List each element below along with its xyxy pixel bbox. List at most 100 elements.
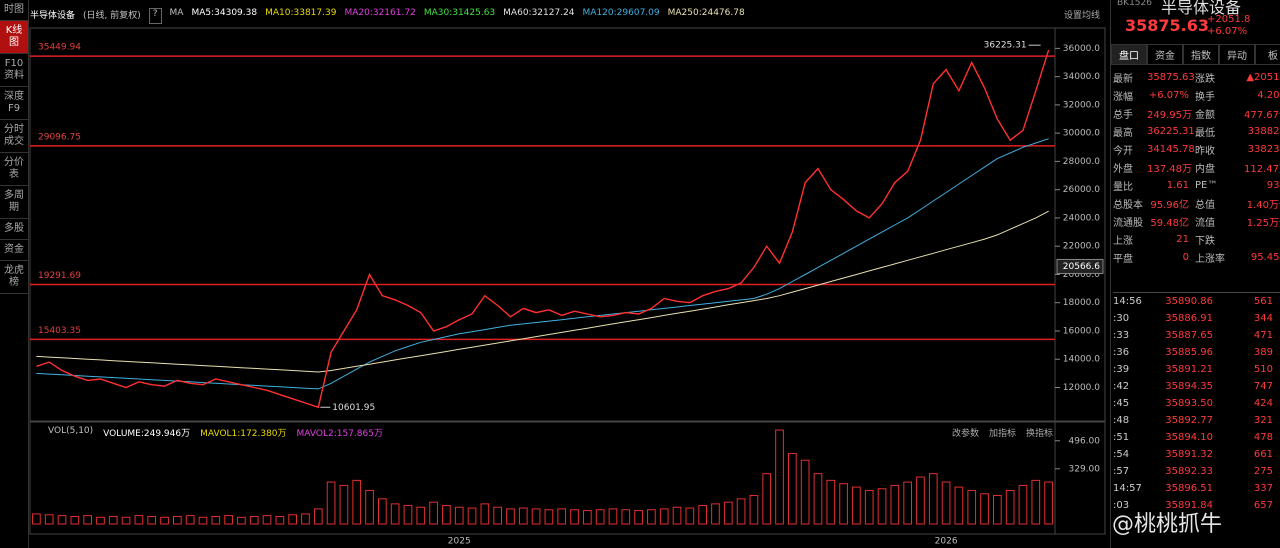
tick-cell: :03 <box>1113 500 1130 511</box>
tick-cell: 14:56 <box>1113 296 1142 307</box>
y-tick-label: 30000.0 <box>1063 129 1100 139</box>
side-tab[interactable]: 深度F9 <box>0 87 28 120</box>
y-tick-label: 18000.0 <box>1063 298 1100 308</box>
side-tab[interactable]: 多周期 <box>0 186 28 219</box>
quote-cell: 93.6 <box>1266 179 1280 191</box>
chart-header: 半导体设备 (日线, 前复权) ? MA MA5:34309.38 MA10:33… <box>30 8 1100 24</box>
quote-cell: 137.48万 <box>1147 163 1192 175</box>
tick-cell: 35890.86 <box>1165 296 1213 307</box>
tick-row: :42 35894.35 747 <box>1113 378 1280 395</box>
volume-bar <box>57 515 67 525</box>
quote-cell: 平盘 <box>1113 253 1133 265</box>
help[interactable]: ? <box>148 8 162 24</box>
quote-cell: 金额 <box>1195 109 1215 121</box>
quote-cell: 0 <box>1182 251 1189 263</box>
volume-bar <box>96 516 105 525</box>
volume-bar <box>608 508 618 525</box>
y-tick-label: 16000.0 <box>1063 326 1100 336</box>
volume-bar <box>544 509 554 525</box>
quote-tab[interactable]: 盘口 <box>1111 44 1147 65</box>
reference-label: 29096.75 <box>38 132 81 142</box>
x-tick-label: 2026 <box>935 537 958 547</box>
tick-cell: 275 <box>1253 466 1273 477</box>
quote-cell: 量比 <box>1113 181 1133 193</box>
tick-cell: 561 <box>1253 296 1273 307</box>
volume-bar <box>429 501 438 525</box>
tick-cell: :36 <box>1113 347 1130 358</box>
side-tab[interactable]: 分价表 <box>0 153 28 186</box>
quote-tab[interactable]: 资金 <box>1147 44 1183 65</box>
y-tick-label: 24000.0 <box>1063 213 1100 223</box>
quote-tab[interactable]: 异动 <box>1219 44 1255 65</box>
quote-cell: 34145.78 <box>1147 143 1195 155</box>
quote-row: 涨幅 +6.07% 换手 4.20% <box>1113 86 1280 104</box>
quote-cell: 流通股 <box>1113 217 1143 229</box>
side-tab[interactable]: 分时成交 <box>0 120 28 153</box>
volume-bar <box>583 510 592 525</box>
tick-cell: 344 <box>1253 313 1273 324</box>
volume-bar <box>864 489 874 525</box>
quote-cell: 1.40万亿 <box>1246 199 1280 211</box>
pct: +6.07% <box>1207 26 1248 37</box>
volume-bar <box>1005 489 1015 525</box>
volume-bar <box>121 516 131 525</box>
legend-entry: MA250:24476.78 <box>667 8 745 18</box>
code: BK1526 <box>1117 0 1152 8</box>
side-tab[interactable]: 资金 <box>0 240 28 261</box>
volume-bar <box>723 501 733 525</box>
price-line <box>36 49 1050 409</box>
side-tab[interactable]: 龙虎榜 <box>0 261 28 294</box>
volume-bar <box>916 476 925 525</box>
tick-cell: :54 <box>1113 449 1130 460</box>
tick-cell: :48 <box>1113 415 1130 426</box>
side-tab[interactable]: 时图 <box>0 0 28 21</box>
tick-cell: :42 <box>1113 381 1130 392</box>
y-tick-label: 22000.0 <box>1063 242 1100 252</box>
vol-button[interactable]: 加指标 <box>988 429 1016 439</box>
tick-cell: 35886.91 <box>1165 313 1213 324</box>
volume-bar <box>595 509 605 525</box>
quote-cell: 外盘 <box>1113 163 1133 175</box>
volume-bar <box>1044 481 1053 525</box>
volume-bar <box>531 508 541 525</box>
settings[interactable]: 设置均线 <box>1063 11 1100 21</box>
tick-cell: 424 <box>1253 398 1273 409</box>
volume-bar <box>160 516 169 525</box>
quote-cell: 59.48亿 <box>1150 217 1189 229</box>
volume-bar <box>647 509 656 525</box>
y-tick-label: 14000.0 <box>1063 355 1100 365</box>
volume-bar <box>32 513 41 525</box>
volume-bar <box>762 473 772 525</box>
volume-bar <box>108 515 118 525</box>
tick-cell: 35894.35 <box>1165 381 1213 392</box>
sidebar: 时图 K线图 F10资料 深度F9 分时成交 分价表 多周期 多股 资金 龙虎榜 <box>0 0 29 548</box>
volume-bar <box>506 508 515 525</box>
side-tab[interactable]: F10资料 <box>0 54 28 87</box>
vol-button[interactable]: 换指标 <box>1025 429 1053 439</box>
volume-bar <box>416 506 426 525</box>
volume-bar <box>557 508 567 525</box>
tick-cell: 661 <box>1253 449 1273 460</box>
side-tab[interactable]: K线图 <box>0 21 28 54</box>
volume-bar <box>749 494 759 525</box>
volume-bar <box>890 484 900 525</box>
tick-cell: 478 <box>1253 432 1273 443</box>
volume-bar <box>211 515 221 525</box>
tick-row: :03 35891.84 657 <box>1113 497 1280 514</box>
volume-bar <box>852 486 861 525</box>
volume-bar <box>877 488 887 525</box>
quote-cell: 涨跌 <box>1195 73 1215 85</box>
vol-label: MAVOL1:172.380万 <box>200 429 287 439</box>
quote-tab[interactable]: 指数 <box>1183 44 1219 65</box>
side-tab[interactable]: 多股 <box>0 219 28 240</box>
tick-cell: 510 <box>1253 364 1273 375</box>
subtitle: (日线, 前复权) <box>83 11 141 21</box>
quote-cell: 95.45% <box>1250 251 1280 263</box>
vol-button[interactable]: 改参数 <box>951 429 979 439</box>
cursor-label: 20566.6 <box>1063 262 1100 272</box>
quote-cell: 上涨 <box>1113 235 1133 247</box>
quote-cell: 33882.8 <box>1247 125 1280 137</box>
quote-tab[interactable]: 板 <box>1255 44 1280 65</box>
